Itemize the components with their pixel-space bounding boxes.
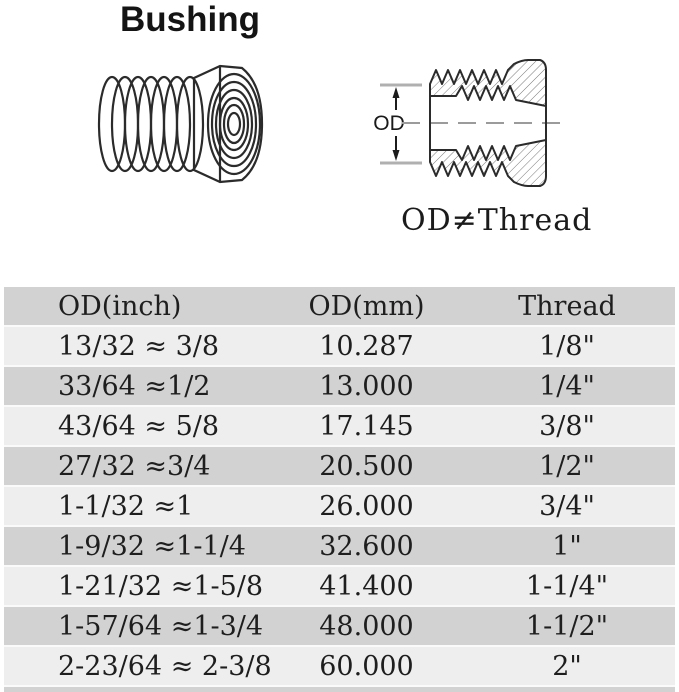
cell-od-mm: 41.400 bbox=[319, 571, 414, 602]
table-row: 2-23/64 ≈ 2-3/8 60.000 2" bbox=[4, 647, 675, 687]
cell-od-mm: 20.500 bbox=[319, 451, 414, 482]
cell-thread: 1/8" bbox=[539, 331, 595, 362]
internal-thread-rings bbox=[206, 72, 262, 176]
cell-thread: 1-1/4" bbox=[525, 571, 609, 602]
cell-od-inch: 2-23/64 ≈ 2-3/8 bbox=[58, 651, 272, 682]
cell-od-inch: 43/64 ≈ 5/8 bbox=[58, 411, 220, 442]
column-header-thread: Thread bbox=[518, 291, 616, 322]
table-bottom-strip bbox=[4, 687, 675, 692]
cell-od-mm: 10.287 bbox=[319, 331, 414, 362]
table-row: 43/64 ≈ 5/8 17.145 3/8" bbox=[4, 407, 675, 447]
table-row: 13/32 ≈ 3/8 10.287 1/8" bbox=[4, 327, 675, 367]
spec-table: OD(inch) OD(mm) Thread 13/32 ≈ 3/8 10.28… bbox=[4, 287, 675, 692]
cell-od-inch: 1-1/32 ≈1 bbox=[58, 491, 194, 522]
cell-thread: 1/2" bbox=[539, 451, 595, 482]
cell-od-inch: 27/32 ≈3/4 bbox=[58, 451, 211, 482]
dimension-arrow-up bbox=[392, 87, 400, 110]
table-row: 27/32 ≈3/4 20.500 1/2" bbox=[4, 447, 675, 487]
cell-od-mm: 17.145 bbox=[319, 411, 414, 442]
cell-thread: 1" bbox=[552, 531, 582, 562]
table-row: 1-57/64 ≈1-3/4 48.000 1-1/2" bbox=[4, 607, 675, 647]
cell-od-mm: 32.600 bbox=[319, 531, 414, 562]
cell-thread: 3/4" bbox=[539, 491, 595, 522]
table-row: 1-9/32 ≈1-1/4 32.600 1" bbox=[4, 527, 675, 567]
column-header-od-mm: OD(mm) bbox=[308, 291, 425, 322]
od-dimension-label: OD bbox=[373, 112, 405, 135]
cell-od-inch: 1-9/32 ≈1-1/4 bbox=[58, 531, 246, 562]
cell-od-mm: 48.000 bbox=[319, 611, 414, 642]
table-header-row: OD(inch) OD(mm) Thread bbox=[4, 287, 675, 327]
page-title: Bushing bbox=[120, 0, 260, 39]
cross-section-body bbox=[429, 59, 547, 187]
cell-od-mm: 13.000 bbox=[319, 371, 414, 402]
cell-od-inch: 13/32 ≈ 3/8 bbox=[58, 331, 220, 362]
cell-thread: 3/8" bbox=[539, 411, 595, 442]
external-thread-coils bbox=[97, 75, 205, 173]
cell-od-inch: 1-57/64 ≈1-3/4 bbox=[58, 611, 264, 642]
cell-od-mm: 26.000 bbox=[319, 491, 414, 522]
table-row: 1-1/32 ≈1 26.000 3/4" bbox=[4, 487, 675, 527]
table-row: 1-21/32 ≈1-5/8 41.400 1-1/4" bbox=[4, 567, 675, 607]
cell-od-mm: 60.000 bbox=[319, 651, 414, 682]
bushing-3d-drawing-icon bbox=[97, 64, 264, 184]
diagram-caption: OD≠Thread bbox=[401, 203, 593, 238]
cell-thread: 1-1/2" bbox=[525, 611, 609, 642]
cell-thread: 1/4" bbox=[539, 371, 595, 402]
column-header-od-inch: OD(inch) bbox=[58, 291, 182, 322]
bushing-cross-section-icon: OD bbox=[373, 59, 568, 187]
cell-od-inch: 33/64 ≈1/2 bbox=[58, 371, 211, 402]
cell-od-inch: 1-21/32 ≈1-5/8 bbox=[58, 571, 264, 602]
cell-thread: 2" bbox=[552, 651, 582, 682]
dimension-arrow-down bbox=[392, 136, 400, 161]
table-row: 33/64 ≈1/2 13.000 1/4" bbox=[4, 367, 675, 407]
